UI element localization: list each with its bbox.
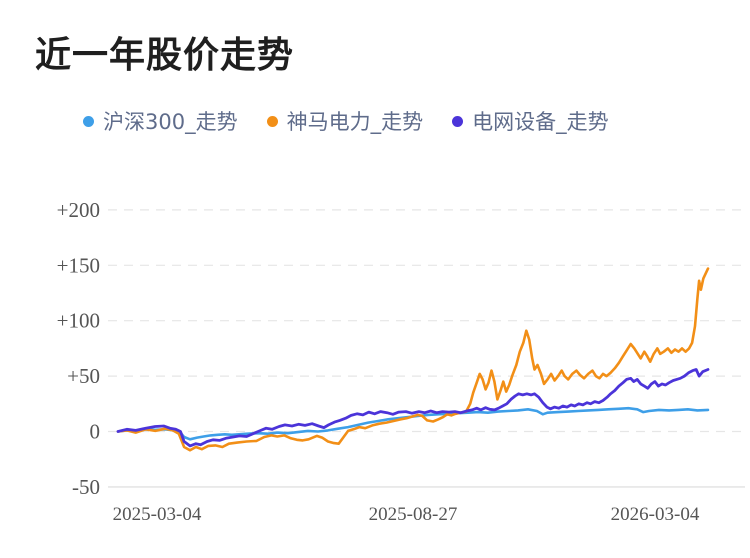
legend-dot-icon-hs300 bbox=[83, 115, 94, 127]
grid-layer bbox=[108, 209, 745, 488]
legend-dot-icon-grid-equipment bbox=[452, 115, 464, 127]
x-tick-label-middle: 2025-08-27 bbox=[369, 504, 458, 525]
legend-item-grid-equipment[interactable]: 电网设备_走势 bbox=[452, 106, 609, 136]
legend-label-hs300: 沪深300_走势 bbox=[103, 110, 238, 134]
x-tick-label-end: 2026-03-04 bbox=[611, 504, 700, 525]
y-axis-labels: +200 +150 +100 +50 0 -50 bbox=[57, 198, 100, 499]
y-tick-label: 0 bbox=[90, 420, 101, 444]
y-tick-label: +100 bbox=[57, 309, 100, 333]
legend-label-shenma-power: 神马电力_走势 bbox=[286, 110, 424, 134]
y-tick-label: +150 bbox=[57, 253, 100, 277]
series-layer bbox=[116, 267, 710, 452]
x-axis-labels: 2025-03-04 2025-08-27 2026-03-04 bbox=[113, 504, 700, 525]
legend-item-hs300[interactable]: 沪深300_走势 bbox=[83, 106, 238, 136]
legend-label-grid-equipment: 电网设备_走势 bbox=[472, 110, 609, 134]
y-tick-label: -50 bbox=[72, 475, 100, 499]
series-line-shenma-power bbox=[116, 267, 710, 452]
series-line-grid-equipment bbox=[116, 368, 710, 448]
legend-item-shenma-power[interactable]: 神马电力_走势 bbox=[266, 106, 424, 136]
legend: 沪深300_走势 神马电力_走势 电网设备_走势 bbox=[83, 106, 609, 136]
y-tick-label: +50 bbox=[67, 364, 100, 388]
x-tick-label-start: 2025-03-04 bbox=[113, 504, 202, 525]
y-tick-label: +200 bbox=[57, 198, 100, 222]
legend-dot-icon-shenma-power bbox=[266, 115, 278, 127]
page-title: 近一年股价走势 bbox=[35, 35, 295, 76]
